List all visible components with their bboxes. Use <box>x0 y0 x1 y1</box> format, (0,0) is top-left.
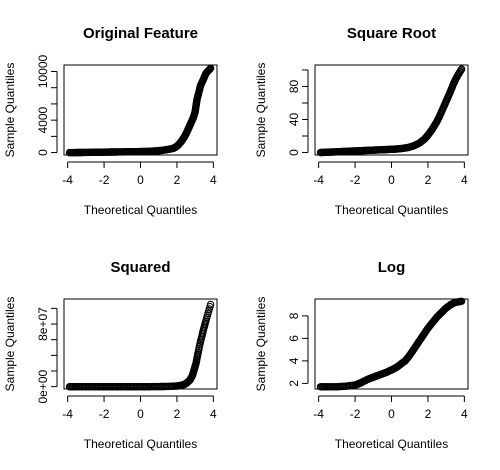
x-tick-label: -2 <box>99 407 110 421</box>
data-point <box>205 65 214 74</box>
chart-panel-4: Log -4 -2 0 2 4 2 4 6 8 Theoretical Quantiles Sampl… <box>254 259 469 451</box>
y-tick-label: 6 <box>287 335 301 342</box>
x-tick-label: -4 <box>62 407 73 421</box>
chart-title: Squared <box>110 259 170 276</box>
chart-title: Log <box>378 259 406 276</box>
x-tick-label: -4 <box>313 173 324 187</box>
y-axis-label: Sample Quantiles <box>254 63 268 158</box>
y-axis-label: Sample Quantiles <box>3 63 17 158</box>
x-tick-label: 2 <box>425 173 432 187</box>
y-tick-label: 4000 <box>36 106 50 133</box>
y-tick-label: 0e+00 <box>36 369 50 403</box>
data-point <box>206 64 215 72</box>
x-tick-label: 2 <box>174 407 181 421</box>
x-tick-label: -4 <box>313 407 324 421</box>
x-tick-label: 0 <box>388 173 395 187</box>
data-point <box>206 65 214 73</box>
chart-title: Square Root <box>347 25 436 42</box>
x-axis-label: Theoretical Quantiles <box>335 203 448 217</box>
data-point <box>457 65 466 73</box>
y-axis-label: Sample Quantiles <box>254 297 268 392</box>
x-axis-label: Theoretical Quantiles <box>84 437 197 451</box>
x-axis-label: Theoretical Quantiles <box>84 203 197 217</box>
x-tick-label: 0 <box>388 407 395 421</box>
data-point <box>206 300 215 309</box>
chart-panel-1: Original Feature -4 -2 0 2 4 0 4000 10000 Theoret… <box>3 25 218 217</box>
x-tick-label: 0 <box>137 173 144 187</box>
plot-frame <box>314 64 469 156</box>
x-tick-label: 2 <box>425 407 432 421</box>
y-tick-label: 4 <box>287 357 301 364</box>
y-tick-label: 2 <box>287 380 301 387</box>
y-tick-label: 8 <box>287 312 301 319</box>
plot-frame <box>314 298 469 390</box>
x-tick-label: 2 <box>174 173 181 187</box>
data-point <box>457 297 466 305</box>
y-tick-label: 0 <box>287 149 301 156</box>
x-tick-label: 4 <box>461 407 468 421</box>
y-tick-label: 10000 <box>36 54 50 88</box>
data-point <box>205 66 213 75</box>
x-tick-label: 0 <box>137 407 144 421</box>
y-tick-label: 8e+07 <box>36 307 50 341</box>
y-tick-label: 40 <box>287 113 301 127</box>
y-tick-label: 0 <box>36 149 50 156</box>
y-axis-label: Sample Quantiles <box>3 297 17 392</box>
y-tick-label: 80 <box>287 79 301 93</box>
x-tick-label: -4 <box>62 173 73 187</box>
chart-panel-3: Squared -4 -2 0 2 4 0e+00 8e+07 Theoretical Quan… <box>3 259 218 451</box>
x-axis-label: Theoretical Quantiles <box>335 437 448 451</box>
x-tick-label: -2 <box>350 407 361 421</box>
x-tick-label: -2 <box>350 173 361 187</box>
chart-title: Original Feature <box>83 25 198 42</box>
x-tick-label: 4 <box>210 407 217 421</box>
x-tick-label: 4 <box>210 173 217 187</box>
x-tick-label: 4 <box>461 173 468 187</box>
x-tick-label: -2 <box>99 173 110 187</box>
